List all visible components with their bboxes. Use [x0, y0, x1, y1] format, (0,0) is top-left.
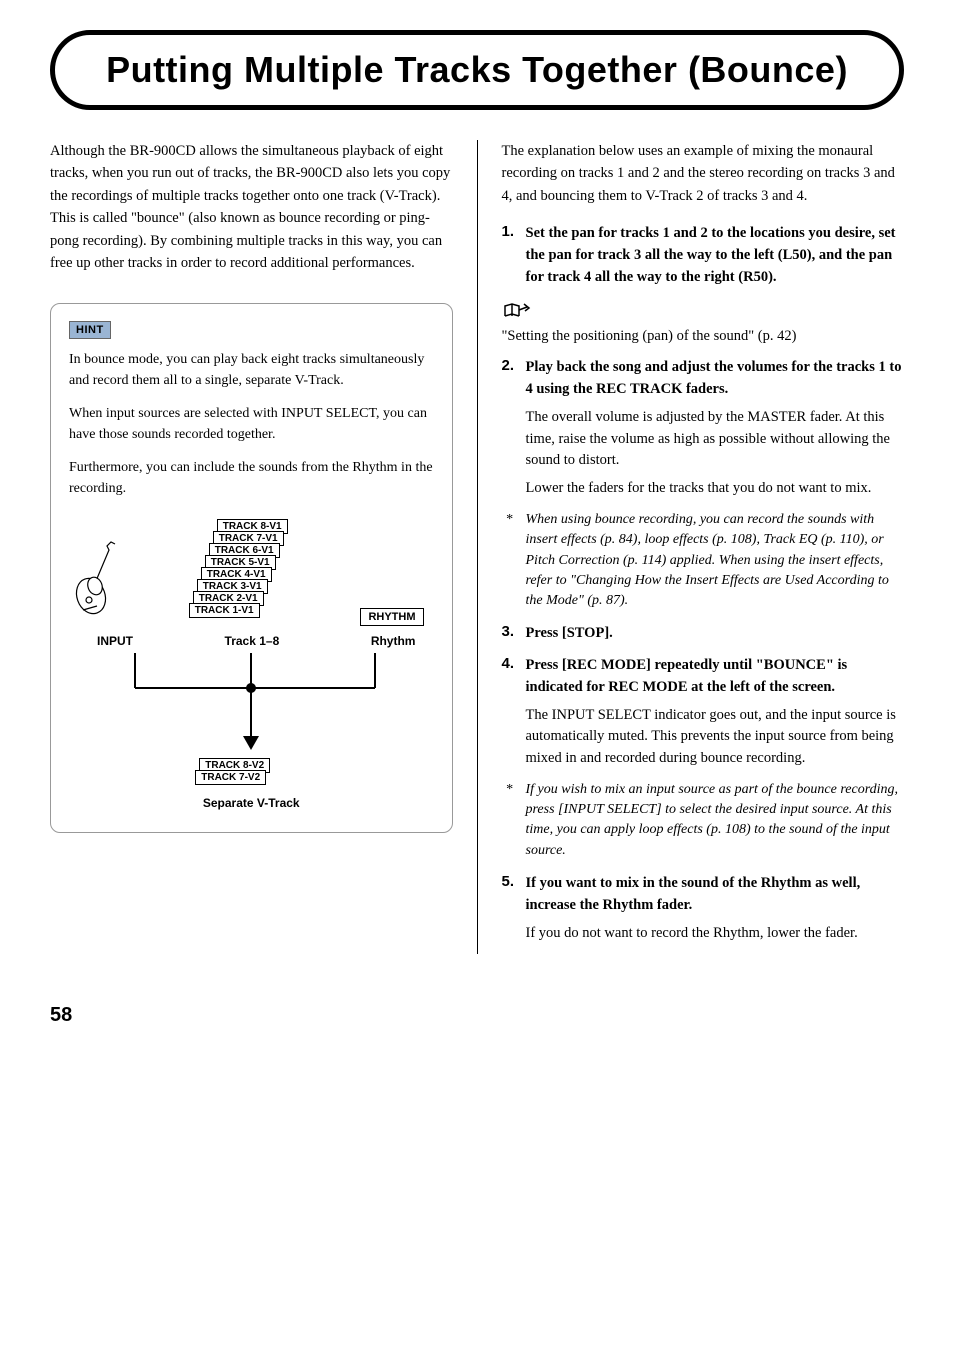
step-4: 4. Press [REC MODE] repeatedly until "BO…: [502, 655, 905, 770]
left-column: Although the BR-900CD allows the simulta…: [50, 140, 478, 954]
rhythm-box: RHYTHM: [360, 608, 423, 626]
separate-vtrack-label: Separate V-Track: [69, 796, 434, 810]
diagram-top-row: TRACK 8-V1 TRACK 7-V1 TRACK 6-V1 TRACK 5…: [69, 519, 434, 628]
step-2-bold: Play back the song and adjust the volume…: [526, 357, 905, 401]
note-2: * If you wish to mix an input source as …: [502, 780, 905, 861]
track-stack: TRACK 8-V1 TRACK 7-V1 TRACK 6-V1 TRACK 5…: [187, 519, 307, 624]
step-2-reg2: Lower the faders for the tracks that you…: [526, 478, 905, 500]
hint-p3: Furthermore, you can include the sounds …: [69, 457, 434, 499]
rhythm-box-wrap: RHYTHM: [360, 607, 423, 628]
two-column-layout: Although the BR-900CD allows the simulta…: [50, 140, 904, 954]
asterisk-icon: *: [502, 510, 526, 611]
step-num: 2.: [502, 357, 526, 500]
page-number: 58: [50, 1004, 904, 1027]
step-5-reg1: If you do not want to record the Rhythm,…: [526, 923, 905, 945]
step-5: 5. If you want to mix in the sound of th…: [502, 873, 905, 944]
track-box: TRACK 1-V1: [189, 603, 260, 618]
page-title-banner: Putting Multiple Tracks Together (Bounce…: [50, 30, 904, 110]
guitar-icon: [73, 538, 133, 628]
step-2-reg1: The overall volume is adjusted by the MA…: [526, 407, 905, 472]
step-3: 3. Press [STOP].: [502, 623, 905, 645]
label-rhythm: Rhythm: [371, 634, 416, 648]
step-3-bold: Press [STOP].: [526, 623, 905, 645]
right-column: The explanation below uses an example of…: [478, 140, 905, 954]
step-num: 1.: [502, 223, 526, 288]
step-1-text: Set the pan for tracks 1 and 2 to the lo…: [526, 223, 905, 288]
step-2: 2. Play back the song and adjust the vol…: [502, 357, 905, 500]
note-1-text: When using bounce recording, you can rec…: [526, 510, 905, 611]
note-2-text: If you wish to mix an input source as pa…: [526, 780, 905, 861]
hint-p2: When input sources are selected with INP…: [69, 403, 434, 445]
step-num: 5.: [502, 873, 526, 944]
step-num: 3.: [502, 623, 526, 645]
dest-track-stack: TRACK 8-V2 TRACK 7-V2: [191, 758, 311, 792]
step-1: 1. Set the pan for tracks 1 and 2 to the…: [502, 223, 905, 288]
step-4-bold: Press [REC MODE] repeatedly until "BOUNC…: [526, 655, 905, 699]
reference-text: "Setting the positioning (pan) of the so…: [502, 326, 905, 348]
flow-arrow-icon: [91, 648, 411, 758]
step-num: 4.: [502, 655, 526, 770]
step-5-bold: If you want to mix in the sound of the R…: [526, 873, 905, 917]
intro-paragraph: Although the BR-900CD allows the simulta…: [50, 140, 453, 275]
hint-label: HINT: [69, 321, 111, 339]
right-intro: The explanation below uses an example of…: [502, 140, 905, 207]
hint-p1: In bounce mode, you can play back eight …: [69, 349, 434, 391]
hint-box: HINT In bounce mode, you can play back e…: [50, 303, 453, 833]
diagram-col-labels: INPUT Track 1–8 Rhythm: [69, 628, 434, 648]
asterisk-icon: *: [502, 780, 526, 861]
dest-track-box: TRACK 7-V2: [195, 770, 266, 785]
label-input: INPUT: [97, 634, 133, 648]
step-4-reg1: The INPUT SELECT indicator goes out, and…: [526, 705, 905, 770]
note-1: * When using bounce recording, you can r…: [502, 510, 905, 611]
bounce-diagram: TRACK 8-V1 TRACK 7-V1 TRACK 6-V1 TRACK 5…: [69, 519, 434, 810]
page-title: Putting Multiple Tracks Together (Bounce…: [75, 49, 879, 91]
label-tracks: Track 1–8: [225, 634, 280, 648]
reference-icon: [502, 301, 905, 324]
